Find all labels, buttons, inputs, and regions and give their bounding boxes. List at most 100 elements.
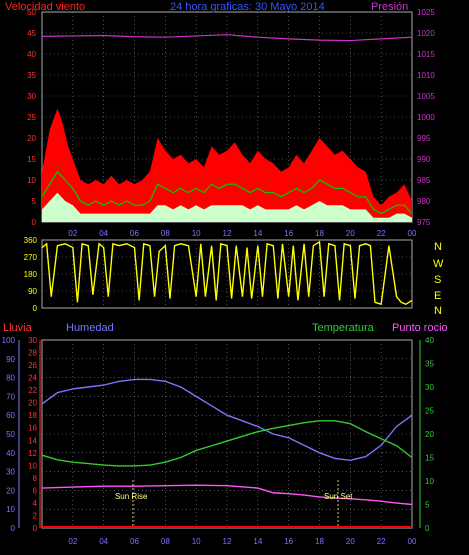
direction-tick-label: 90: [28, 287, 37, 296]
pressure-line: [41, 34, 413, 42]
climate-x-tick-label: 18: [315, 537, 324, 546]
rain-tick-label: 30: [28, 336, 37, 345]
wind-tick-label: 10: [27, 176, 36, 185]
wind-tick-label: 45: [27, 29, 36, 38]
dewpoint-label: Punto rocio: [392, 322, 448, 334]
temperature-tick-label: 0: [425, 524, 430, 533]
direction-series: [41, 240, 413, 306]
wind-x-tick-label: 08: [161, 229, 170, 238]
wind-average-line: [41, 170, 413, 215]
wind-x-tick-label: 22: [377, 229, 386, 238]
rain-label: Lluvia: [3, 322, 33, 334]
wind-x-tick-label: 06: [130, 229, 139, 238]
rain-tick-label: 4: [33, 499, 38, 508]
humidity-line: [41, 378, 413, 462]
wind-x-axis: 02 04 06 08 10 12 14 16 18 20 22 00: [68, 229, 417, 238]
wind-tick-label: 35: [27, 71, 36, 80]
climate-x-axis: 02 04 06 08 10 12 14 16 18 20 22 00: [68, 537, 417, 546]
pressure-tick-label: 1005: [417, 92, 435, 101]
compass-n-bottom: N: [434, 305, 442, 317]
compass-w: W: [433, 258, 444, 270]
humidity-tick-label: 100: [2, 336, 16, 345]
rain-tick-label: 16: [28, 424, 37, 433]
humidity-tick-label: 10: [6, 505, 15, 514]
pressure-tick-label: 995: [417, 134, 431, 143]
wind-tick-label: 25: [27, 113, 36, 122]
wind-x-tick-label: 12: [223, 229, 232, 238]
pressure-tick-label: 1010: [417, 71, 435, 80]
temperature-tick-label: 35: [425, 360, 434, 369]
wind-gust-area: [42, 108, 412, 222]
wind-tick-label: 40: [27, 50, 36, 59]
pressure-axis: 975 980 985 990 995 1000 1005 1010 1015 1020 1025: [417, 8, 435, 227]
humidity-tick-label: 0: [11, 524, 16, 533]
humidity-tick-label: 30: [6, 468, 15, 477]
compass-labels: N W S E N: [433, 241, 444, 317]
direction-line: [41, 240, 413, 306]
wind-axis: 0 5 10 15 20 25 30 35 40 45 50: [27, 8, 36, 227]
climate-x-tick-label: 02: [68, 537, 77, 546]
climate-x-tick-label: 20: [346, 537, 355, 546]
rain-tick-label: 6: [33, 486, 38, 495]
climate-x-tick-label: 04: [99, 537, 108, 546]
climate-x-tick-label: 00: [408, 537, 417, 546]
rain-tick-label: 14: [28, 436, 37, 445]
wind-x-tick-label: 04: [99, 229, 108, 238]
temperature-tick-label: 20: [425, 430, 434, 439]
wind-x-tick-label: 02: [68, 229, 77, 238]
wind-speed-area: [42, 192, 412, 222]
pressure-tick-label: 990: [417, 155, 431, 164]
wind-x-tick-label: 16: [284, 229, 293, 238]
direction-tick-label: 180: [24, 270, 38, 279]
temperature-tick-label: 25: [425, 407, 434, 416]
pressure-tick-label: 1000: [417, 113, 435, 122]
pressure-tick-label: 1020: [417, 29, 435, 38]
pressure-tick-label: 1025: [417, 8, 435, 17]
wind-label: Velocidad viento: [5, 1, 85, 13]
pressure-tick-label: 985: [417, 176, 431, 185]
rain-tick-label: 10: [28, 461, 37, 470]
humidity-tick-label: 80: [6, 374, 15, 383]
chart-title: 24 hora graficas: 30 Mayo 2014: [170, 1, 325, 13]
temperature-tick-label: 15: [425, 454, 434, 463]
compass-e: E: [434, 290, 441, 302]
dewpoint-line: [41, 484, 413, 506]
pressure-label: Presión: [371, 1, 408, 13]
wind-tick-label: 15: [27, 155, 36, 164]
temperature-tick-label: 10: [425, 477, 434, 486]
wind-x-tick-label: 20: [346, 229, 355, 238]
climate-x-tick-label: 14: [253, 537, 262, 546]
climate-x-tick-label: 16: [284, 537, 293, 546]
climate-x-tick-label: 12: [223, 537, 232, 546]
rain-tick-label: 22: [28, 386, 37, 395]
direction-tick-label: 0: [33, 304, 38, 313]
wind-x-tick-label: 18: [315, 229, 324, 238]
rain-tick-label: 0: [33, 524, 38, 533]
wind-x-tick-label: 10: [192, 229, 201, 238]
rain-tick-label: 12: [28, 449, 37, 458]
climate-x-tick-label: 08: [161, 537, 170, 546]
climate-x-tick-label: 10: [192, 537, 201, 546]
pressure-tick-label: 975: [417, 218, 431, 227]
temperature-label: Temperatura: [312, 322, 375, 334]
rain-tick-label: 20: [28, 399, 37, 408]
humidity-tick-label: 20: [6, 486, 15, 495]
compass-n-top: N: [434, 241, 442, 253]
humidity-axis: 0 10 20 30 40 50 60 70 80 90 100: [2, 336, 20, 533]
rain-tick-label: 8: [33, 474, 38, 483]
rain-tick-label: 2: [33, 511, 38, 520]
rain-tick-label: 26: [28, 361, 37, 370]
temperature-tick-label: 40: [425, 336, 434, 345]
wind-x-tick-label: 14: [253, 229, 262, 238]
wind-x-tick-label: 00: [408, 229, 417, 238]
humidity-tick-label: 60: [6, 411, 15, 420]
direction-tick-label: 360: [24, 236, 38, 245]
humidity-tick-label: 90: [6, 355, 15, 364]
direction-axis: 0 90 180 270 360: [24, 236, 38, 313]
direction-panel: 0 90 180 270 360 N W S E N: [24, 236, 444, 317]
temperature-tick-label: 30: [425, 383, 434, 392]
